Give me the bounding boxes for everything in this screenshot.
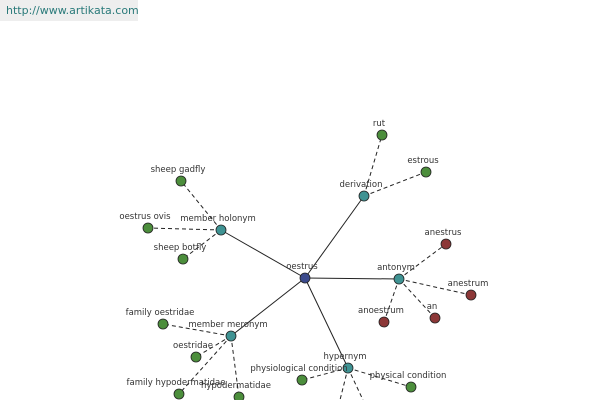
node-label: sheep botfly xyxy=(154,243,207,253)
node xyxy=(175,175,187,187)
edge-offscreen xyxy=(339,367,349,400)
edge xyxy=(304,195,365,279)
node-label: hypodermatidae xyxy=(201,381,271,391)
edge xyxy=(383,278,400,323)
node xyxy=(299,272,311,284)
node xyxy=(190,351,202,363)
node-label: oestrus ovis xyxy=(119,212,171,222)
node-label: family oestridae xyxy=(126,308,195,318)
node-label: antonym xyxy=(377,263,415,273)
node-label: anoestrum xyxy=(358,306,404,316)
node-label: oestridae xyxy=(173,341,213,351)
node-label: member meronym xyxy=(188,320,267,330)
node xyxy=(440,238,452,250)
edge xyxy=(347,367,412,388)
edge xyxy=(230,277,306,337)
node-label: oestrus xyxy=(286,262,318,272)
node xyxy=(420,166,432,178)
site-url[interactable]: http://www.artikata.com xyxy=(0,0,139,21)
node xyxy=(296,374,308,386)
node xyxy=(378,316,390,328)
edge xyxy=(304,277,349,369)
edge xyxy=(301,367,349,381)
node-label: family hypodermatidae xyxy=(127,378,226,388)
edge xyxy=(304,277,400,280)
node-label: anestrum xyxy=(448,279,489,289)
node xyxy=(405,381,417,393)
node-label: an xyxy=(427,302,438,312)
node xyxy=(142,222,154,234)
node xyxy=(429,312,441,324)
edge xyxy=(180,180,222,231)
node xyxy=(342,362,354,374)
node xyxy=(465,289,477,301)
node xyxy=(215,224,227,236)
node xyxy=(358,190,370,202)
edge xyxy=(398,278,472,296)
edge xyxy=(182,229,222,260)
node-label: physical condition xyxy=(370,371,447,381)
node-label: physiological condition xyxy=(250,364,347,374)
node-label: hypernym xyxy=(323,352,366,362)
node xyxy=(225,330,237,342)
node xyxy=(177,253,189,265)
edge xyxy=(147,227,222,231)
node-label: member holonym xyxy=(180,214,255,224)
edge xyxy=(398,243,447,280)
node xyxy=(233,391,245,400)
edge xyxy=(220,229,306,279)
node xyxy=(173,388,185,400)
node xyxy=(376,129,388,141)
node-label: derivation xyxy=(339,180,382,190)
node-label: sheep gadfly xyxy=(151,165,206,175)
node-label: estrous xyxy=(407,156,439,166)
edge xyxy=(162,323,232,337)
edge xyxy=(363,134,383,197)
node xyxy=(157,318,169,330)
edge-offscreen xyxy=(347,367,364,400)
node xyxy=(393,273,405,285)
edge xyxy=(230,335,240,398)
edge xyxy=(178,335,232,395)
node-label: anestrus xyxy=(425,228,462,238)
node-label: rut xyxy=(373,119,386,129)
edge xyxy=(398,278,436,319)
